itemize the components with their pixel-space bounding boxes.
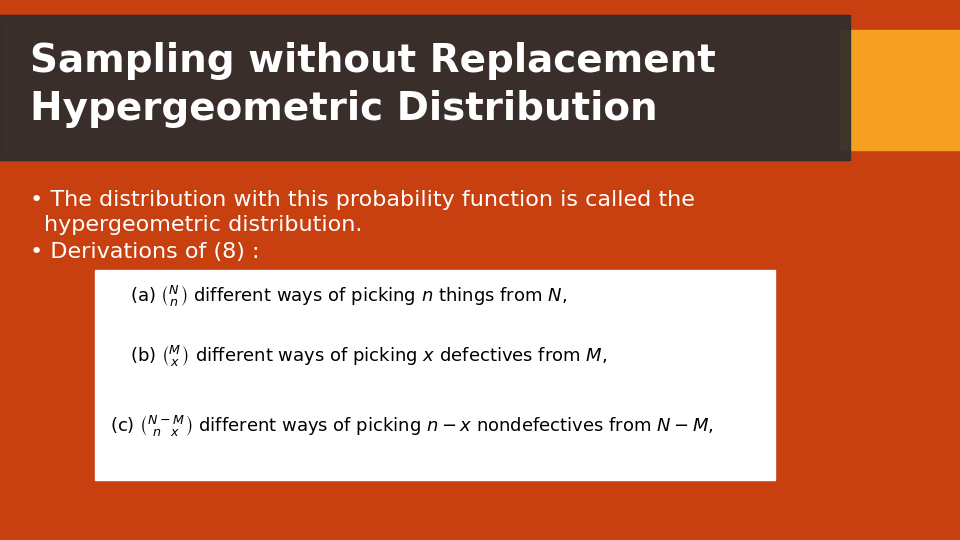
Text: hypergeometric distribution.: hypergeometric distribution. bbox=[44, 215, 362, 235]
Text: • The distribution with this probability function is called the: • The distribution with this probability… bbox=[30, 190, 695, 210]
Bar bbox=[95, 270, 775, 480]
Text: (c) $\binom{N-M}{n \;\;\; x}$ different ways of picking $n - x$ nondefectives fr: (c) $\binom{N-M}{n \;\;\; x}$ different … bbox=[110, 413, 713, 437]
Bar bbox=[0, 15, 850, 160]
Text: Sampling without Replacement
Hypergeometric Distribution: Sampling without Replacement Hypergeomet… bbox=[30, 43, 716, 127]
Text: (a) $\binom{N}{n}$ different ways of picking $n$ things from $N$,: (a) $\binom{N}{n}$ different ways of pic… bbox=[130, 282, 567, 307]
Text: (b) $\binom{M}{x}$ different ways of picking $x$ defectives from $M$,: (b) $\binom{M}{x}$ different ways of pic… bbox=[130, 342, 608, 368]
Text: • Derivations of (8) :: • Derivations of (8) : bbox=[30, 242, 259, 262]
Bar bbox=[840, 30, 960, 150]
